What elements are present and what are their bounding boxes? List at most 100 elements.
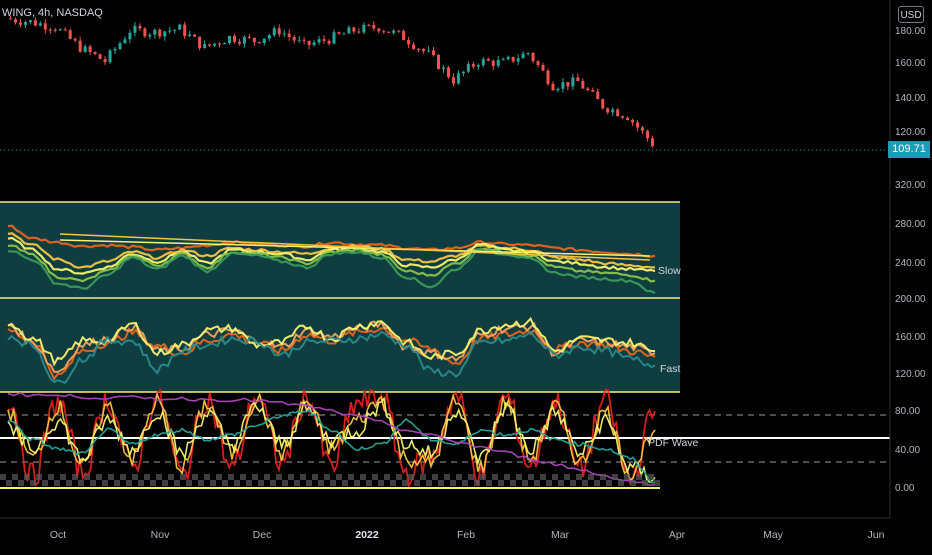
hatch-cell — [516, 474, 522, 480]
hatch-cell — [612, 474, 618, 480]
candle-body — [481, 59, 485, 66]
candle-body — [591, 90, 595, 92]
candle-body — [446, 67, 450, 78]
price-tick-label: 160.00 — [895, 58, 926, 69]
candle-body — [506, 56, 510, 60]
hatch-cell — [402, 480, 408, 486]
hatch-cell — [78, 480, 84, 486]
indicator-tick-label: 80.00 — [895, 406, 920, 417]
hatch-cell — [48, 474, 54, 480]
candle-body — [382, 31, 386, 33]
time-axis: Oct Nov Dec 2022 Feb Mar Apr May Jun — [0, 517, 890, 541]
hatch-cell — [420, 474, 426, 480]
hatch-cell — [36, 474, 42, 480]
candle-body — [317, 39, 321, 43]
hatch-cell — [492, 474, 498, 480]
indicator-tick-label: 200.00 — [895, 294, 926, 305]
candle-body — [183, 24, 187, 37]
hatch-cell — [252, 474, 258, 480]
candle-body — [8, 18, 12, 20]
price-tick-label: 180.00 — [895, 26, 926, 37]
hatch-cell — [336, 474, 342, 480]
candle-body — [486, 59, 490, 61]
candle-body — [227, 35, 231, 44]
candle-body — [208, 44, 212, 46]
indicator-tick-label: 40.00 — [895, 445, 920, 456]
candle-body — [302, 39, 306, 41]
candle-body — [521, 53, 525, 59]
hatch-cell — [126, 480, 132, 486]
candle-body — [88, 46, 92, 52]
candle-body — [417, 48, 421, 50]
hatch-cell — [522, 480, 528, 486]
candle-body — [232, 35, 236, 42]
hatch-cell — [300, 474, 306, 480]
slow-series-line — [7, 244, 656, 283]
time-tick-label: Dec — [253, 529, 272, 541]
slow-oscillator — [7, 224, 656, 295]
hatch-cell — [54, 480, 60, 486]
hatch-cell — [372, 474, 378, 480]
candle-body — [566, 82, 570, 87]
price-tick-label: 120.00 — [895, 127, 926, 138]
candle-body — [511, 56, 515, 62]
currency-button[interactable]: USD — [898, 6, 924, 23]
hatch-cell — [360, 474, 366, 480]
hatch-cell — [618, 480, 624, 486]
hatch-cell — [72, 474, 78, 480]
indicator-tick-label: 160.00 — [895, 332, 926, 343]
last-price-tag: 109.71 — [888, 141, 930, 158]
candle-body — [576, 77, 580, 82]
hatch-cell — [546, 480, 552, 486]
candle-body — [58, 29, 62, 31]
candle-body — [222, 43, 226, 45]
hatch-cell — [198, 480, 204, 486]
hatch-cell — [90, 480, 96, 486]
slow-signal-line-2 — [59, 233, 651, 261]
time-tick-label: Mar — [551, 529, 570, 541]
pdf-wave-oscillator — [7, 388, 656, 489]
candle-body — [103, 59, 107, 63]
time-tick-label: Nov — [151, 529, 170, 541]
candle-body — [422, 49, 426, 52]
candle-body — [287, 33, 291, 38]
hatch-cell — [576, 474, 582, 480]
indicator-tick-label: 120.00 — [895, 369, 926, 380]
hatch-cell — [246, 480, 252, 486]
candle-body — [322, 39, 326, 41]
hatch-cell — [6, 480, 12, 486]
candle-body — [113, 48, 117, 51]
candle-body — [432, 50, 436, 55]
candlestick-series — [8, 16, 655, 148]
candle-body — [178, 24, 182, 30]
candle-body — [387, 31, 391, 33]
candle-body — [292, 37, 296, 41]
hatch-cell — [624, 474, 630, 480]
bottom-hatching — [0, 474, 660, 489]
candle-body — [561, 82, 565, 89]
wave-series-line — [8, 408, 656, 484]
fast-series-line — [7, 316, 655, 367]
candle-body — [611, 109, 615, 113]
slow-series-line — [7, 247, 656, 295]
hatch-cell — [456, 474, 462, 480]
indicator-name-label: PDF Wave — [648, 437, 699, 449]
hatch-cell — [324, 474, 330, 480]
hatch-cell — [162, 480, 168, 486]
indicator-tick-label: 320.00 — [895, 180, 926, 191]
indicator-name-label: Slow — [658, 265, 681, 277]
candle-body — [571, 77, 575, 87]
hatch-cell — [510, 480, 516, 486]
hatch-cell — [528, 474, 534, 480]
hatch-cell — [234, 480, 240, 486]
symbol-label: WING, 4h, NASDAQ — [2, 7, 103, 19]
price-axis: 180.00 160.00 140.00 120.00 320.00 280.00 240.… — [889, 0, 926, 518]
candle-body — [198, 36, 202, 49]
hatch-cell — [144, 474, 150, 480]
hatch-cell — [276, 474, 282, 480]
candle-body — [641, 127, 645, 131]
candle-body — [441, 67, 445, 69]
candle-body — [352, 27, 356, 32]
